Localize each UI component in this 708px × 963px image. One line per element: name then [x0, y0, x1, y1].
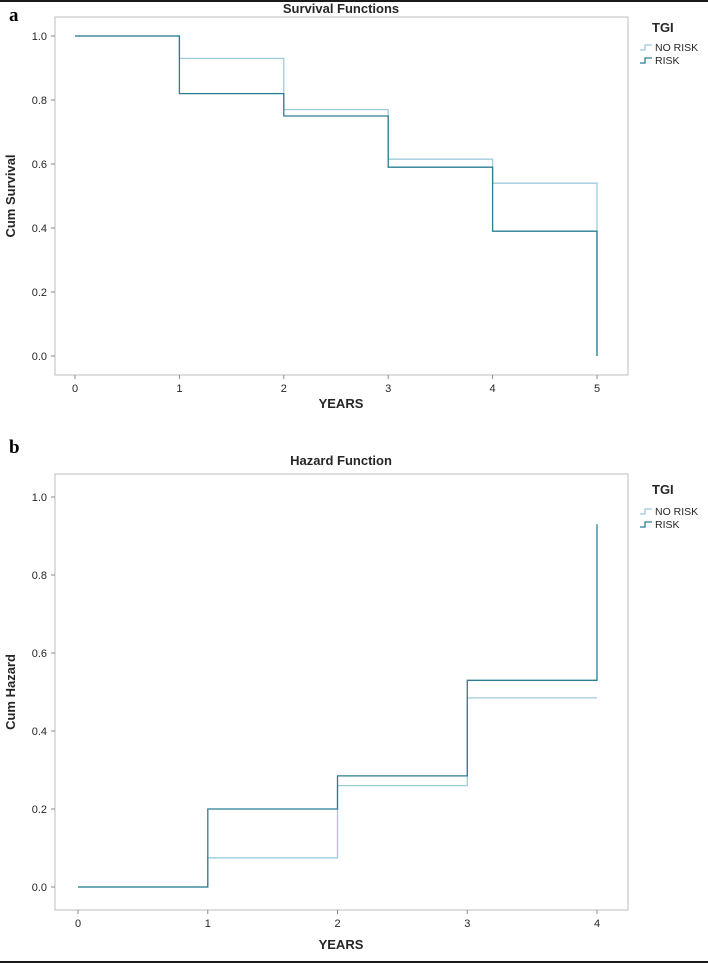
plot-frame: [54, 16, 629, 376]
x-tick-label: 4: [490, 383, 496, 395]
legend-line-sample-risk: [640, 521, 652, 528]
series-line-no-risk: [75, 35, 598, 356]
y-tick-label: 0.2: [32, 804, 47, 816]
y-tick-label: 1.0: [32, 492, 47, 504]
series-line-risk: [75, 35, 598, 356]
y-tick-label: 0.4: [32, 726, 47, 738]
x-tick-label: 0: [72, 383, 78, 395]
legend-label: NO RISK: [655, 506, 698, 518]
x-tick-label: 1: [176, 383, 182, 395]
x-axis-label: YEARS: [319, 396, 364, 411]
x-tick-label: 2: [281, 383, 287, 395]
x-tick-label: 5: [594, 383, 600, 395]
survival-functions-chart: 0 1 2 3 4 5 0.0 0.2 0.4 0.6 0.8 1.0 Survival Functio…: [3, 1, 698, 411]
legend-title: TGI: [652, 20, 674, 35]
legend-line-sample-risk: [640, 57, 652, 64]
panel-label-b: b: [9, 437, 20, 458]
x-tick-label: 2: [334, 918, 340, 930]
x-tick-label: 3: [385, 383, 391, 395]
legend-line-sample-no-risk: [640, 44, 652, 51]
legend-label: RISK: [655, 519, 680, 531]
y-tick-label: 0.8: [32, 95, 47, 107]
y-tick-label: 1.0: [32, 31, 47, 43]
y-tick-label: 0.2: [32, 287, 47, 299]
panel-label-a: a: [9, 5, 19, 26]
figure-bottom-border: [0, 961, 708, 963]
chart-title: Survival Functions: [283, 1, 399, 16]
chart-title: Hazard Function: [290, 453, 392, 468]
y-tick-label: 0.0: [32, 882, 47, 894]
y-tick-label: 0.0: [32, 351, 47, 363]
x-tick-label: 4: [594, 918, 600, 930]
figure-top-border: [0, 0, 708, 2]
y-axis-label: Cum Hazard: [3, 654, 18, 730]
legend-title: TGI: [652, 482, 674, 497]
y-tick-label: 0.8: [32, 570, 47, 582]
series-line-risk: [78, 524, 598, 888]
legend-label: NO RISK: [655, 42, 698, 54]
y-tick-label: 0.4: [32, 223, 47, 235]
y-tick-label: 0.6: [32, 648, 47, 660]
y-tick-label: 0.6: [32, 159, 47, 171]
x-tick-label: 0: [75, 918, 81, 930]
legend-label: RISK: [655, 55, 680, 67]
y-axis-label: Cum Survival: [3, 154, 18, 237]
legend-line-sample-no-risk: [640, 508, 652, 515]
x-tick-label: 3: [464, 918, 470, 930]
hazard-function-chart: 0 1 2 3 4 0.0 0.2 0.4 0.6 0.8 1.0 Hazard Function YE…: [3, 453, 698, 952]
plot-frame: [54, 473, 629, 911]
x-axis-label: YEARS: [319, 937, 364, 952]
x-tick-label: 1: [205, 918, 211, 930]
